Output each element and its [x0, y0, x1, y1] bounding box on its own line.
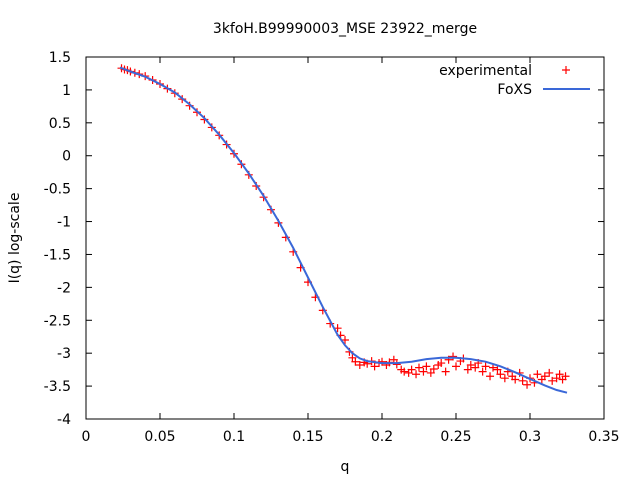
series-line-foxs: [119, 66, 568, 394]
y-tick-label: -4: [57, 412, 71, 428]
data-point: [518, 376, 527, 385]
x-tick-label: 0.1: [223, 429, 245, 445]
y-tick-label: -2.5: [44, 313, 71, 329]
data-point: [561, 372, 570, 381]
y-tick-label: -2: [57, 280, 71, 296]
plot-frame: [85, 56, 605, 420]
y-tick-label: -1: [57, 215, 71, 231]
data-point: [392, 360, 401, 369]
y-tick-label: -3: [57, 346, 71, 362]
data-point: [478, 367, 487, 376]
y-axis: 1.5 1 0.5 0 -0.5 -1 -1.5 -2 -2.5 -3 -3.5 -4: [44, 50, 604, 428]
legend-marker-experimental: [562, 66, 570, 74]
data-point: [437, 359, 446, 368]
data-point: [429, 364, 438, 373]
data-point: [419, 367, 428, 376]
y-tick-label: 0: [62, 149, 71, 165]
data-point: [493, 365, 502, 374]
y-axis-title: I(q) log-scale: [7, 193, 23, 284]
x-tick-label: 0: [82, 429, 91, 445]
y-tick-label: 1.5: [49, 50, 71, 66]
y-tick-label: -1.5: [44, 247, 71, 263]
data-point: [555, 370, 564, 379]
x-tick-label: 0.05: [144, 429, 175, 445]
legend-plus-marker: [562, 66, 570, 74]
x-tick-label: 0.3: [519, 429, 541, 445]
x-axis-title: q: [341, 459, 350, 475]
data-point: [400, 367, 409, 376]
data-point: [355, 361, 364, 370]
data-point: [415, 363, 423, 372]
data-point: [441, 367, 450, 376]
data-point: [407, 365, 416, 374]
data-point: [471, 363, 480, 372]
data-point: [466, 361, 475, 370]
data-point: [370, 362, 379, 371]
y-tick-label: 0.5: [49, 116, 71, 132]
data-point: [511, 375, 520, 384]
data-point: [481, 362, 490, 371]
x-axis: 0 0.05 0.1 0.15 0.2 0.25 0.3 0.35: [82, 57, 620, 445]
data-point: [523, 380, 532, 389]
y-tick-label: -3.5: [44, 379, 71, 395]
data-point: [545, 368, 554, 377]
legend: experimental FoXS: [439, 63, 590, 98]
y-tick-label: -0.5: [44, 182, 71, 198]
data-point: [500, 374, 509, 383]
data-point: [422, 362, 431, 371]
data-point: [540, 372, 549, 381]
data-point: [351, 357, 360, 366]
data-point: [486, 372, 495, 381]
series-layer: [117, 64, 570, 394]
legend-label-foxs: FoXS: [497, 82, 532, 98]
y-tick-label: 1: [62, 83, 71, 99]
series-experimental: [117, 64, 570, 389]
data-point: [548, 376, 557, 385]
data-point: [533, 370, 542, 379]
x-tick-label: 0.2: [371, 429, 393, 445]
data-point: [412, 370, 421, 379]
x-tick-label: 0.35: [588, 429, 619, 445]
legend-label-experimental: experimental: [439, 63, 532, 79]
chart-title: 3kfoH.B99990003_MSE 23922_merge: [213, 21, 477, 37]
data-point: [496, 370, 505, 379]
data-point: [449, 352, 458, 361]
data-point: [452, 362, 460, 371]
x-tick-label: 0.25: [440, 429, 471, 445]
x-tick-label: 0.15: [292, 429, 323, 445]
data-point: [463, 365, 472, 374]
